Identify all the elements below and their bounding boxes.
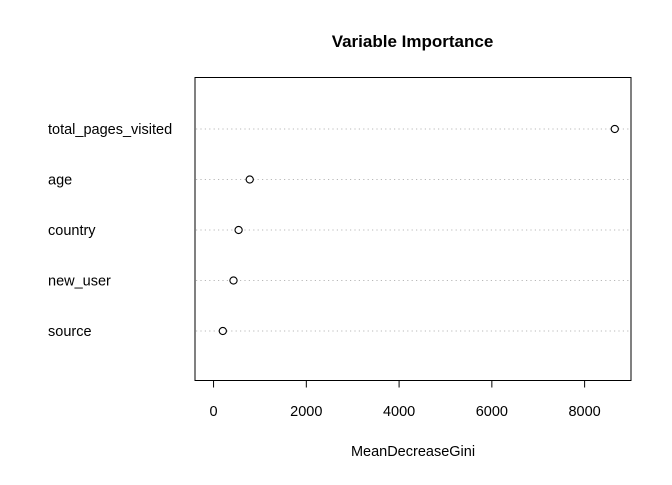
data-point-age [245,175,254,184]
x-axis: 0 2000 4000 6000 8000 [210,380,601,420]
variable-label-new_user: new_user [48,274,111,290]
guide-lines [196,128,630,332]
data-point-new_user [229,276,238,285]
x-tick-label-8000: 8000 [568,404,600,420]
chart-title: Variable Importance [332,32,494,51]
x-tick-label-6000: 6000 [476,404,508,420]
data-point-source [218,326,227,336]
variable-label-country: country [48,223,96,239]
variable-label-age: age [48,173,72,189]
plot-frame [194,77,632,381]
data-point-country [234,225,243,235]
variable-label-source: source [48,324,92,340]
data-points [218,124,619,336]
x-tick-label-0: 0 [210,404,218,420]
x-tick-label-4000: 4000 [383,404,415,420]
data-point-total_pages_visited [610,124,619,134]
x-axis-label: MeanDecreaseGini [351,444,475,460]
variable-label-total_pages_visited: total_pages_visited [48,122,172,138]
x-tick-label-2000: 2000 [290,404,322,420]
